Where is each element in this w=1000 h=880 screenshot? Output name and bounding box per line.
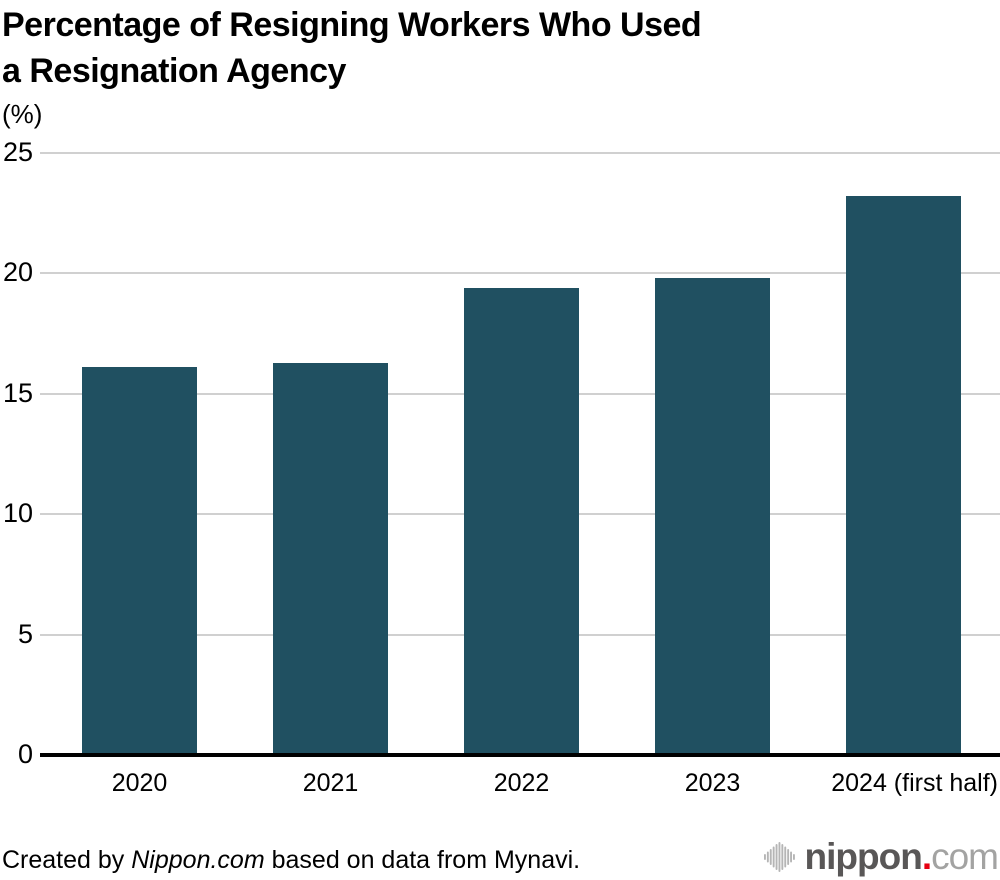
y-tick-label-25: 25 — [2, 137, 33, 167]
logo-dot: . — [921, 836, 932, 877]
x-tick-label-2022: 2022 — [493, 769, 550, 797]
gridline-25 — [40, 152, 1000, 154]
y-tick-label-10: 10 — [2, 498, 33, 529]
y-tick-label-5: 5 — [17, 618, 33, 649]
x-tick-label-2021: 2021 — [302, 769, 359, 797]
logo-tld: com — [931, 836, 999, 877]
y-axis-unit-label: (%) — [2, 99, 43, 129]
gridline-20 — [40, 272, 1000, 275]
x-axis-line — [40, 753, 1000, 757]
nippon-com-logo: nippon.com — [763, 836, 999, 878]
source-credit-prefix: Created by — [2, 846, 132, 874]
bar-2024 (first half) — [846, 196, 961, 755]
logo-name: nippon — [804, 836, 923, 877]
chart-title: Percentage of Resigning Workers Who Used… — [2, 2, 702, 94]
chart-title-line-1: Percentage of Resigning Workers Who Used — [2, 6, 702, 44]
x-tick-label-2020: 2020 — [111, 769, 168, 797]
chart-title-line-2: a Resignation Agency — [2, 52, 346, 90]
source-credit-brand: Nippon.com — [131, 846, 265, 874]
bar-2020 — [82, 367, 197, 755]
bar-2022 — [464, 287, 579, 755]
source-credit: Created by Nippon.com based on data from… — [2, 846, 580, 875]
plot-area: 0 5 10 15 20 25 — [0, 138, 1000, 768]
nippon-com-logo-text: nippon.com — [804, 836, 999, 878]
waveform-icon — [763, 842, 795, 872]
bar-2021 — [273, 362, 388, 755]
y-tick-label-20: 20 — [2, 257, 33, 288]
x-tick-label-2024 (first half): 2024 (first half) — [831, 769, 998, 797]
x-tick-label-2023: 2023 — [684, 769, 741, 797]
bar-2023 — [655, 278, 770, 755]
y-tick-label-0: 0 — [17, 739, 33, 769]
source-credit-suffix: based on data from Mynavi. — [264, 846, 581, 874]
y-tick-label-15: 15 — [2, 377, 33, 408]
